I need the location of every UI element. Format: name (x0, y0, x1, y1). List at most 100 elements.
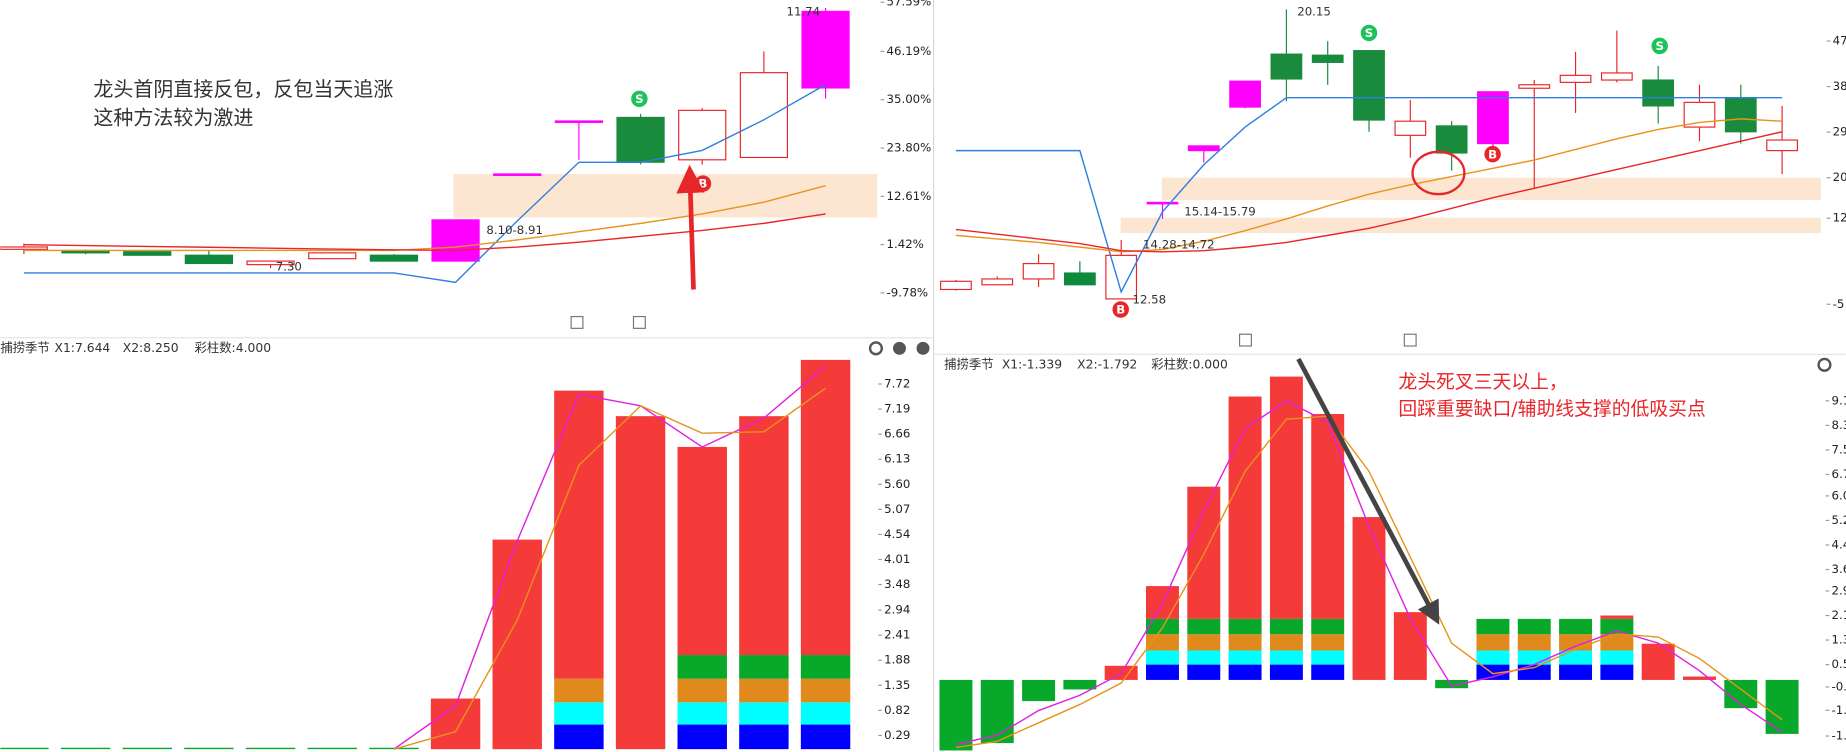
candle-body (1766, 139, 1798, 152)
candle-body (1229, 80, 1261, 108)
indicator-bar (1393, 612, 1427, 680)
candle-body (184, 254, 234, 265)
indicator-bar (1022, 679, 1056, 702)
indicator-bar (1683, 676, 1716, 680)
indicator-header: X1:-1.339 (1002, 357, 1062, 371)
candle-body (1435, 125, 1468, 154)
signal-label: S (1365, 26, 1373, 40)
indicator-header: X2:8.250 (123, 341, 179, 355)
indicator-bar (1063, 679, 1097, 690)
y-tick-label: 38 (1833, 79, 1846, 93)
indicator-bar (980, 679, 1014, 744)
support-zone (453, 173, 878, 218)
candle-body (554, 120, 604, 123)
y-tick-label: 0.5 (1832, 657, 1846, 671)
y-tick-label: 57.59% (887, 0, 932, 9)
y-tick-label: 2.41 (884, 628, 910, 642)
indicator-bar (739, 702, 789, 725)
indicator-bar (1352, 517, 1386, 680)
indicator-bar (739, 678, 789, 703)
indicator-bar (677, 446, 727, 656)
y-tick-label: 6.7 (1832, 467, 1846, 481)
indicator-bar (1269, 376, 1303, 619)
indicator-bar (1228, 650, 1262, 665)
indicator-line (393, 387, 826, 750)
indicator-bar (1311, 650, 1345, 665)
indicator-bar (1476, 634, 1510, 651)
candle-body (1600, 72, 1633, 81)
y-tick-label: 2.94 (884, 603, 910, 617)
candle-body (493, 173, 542, 176)
y-tick-label: 29 (1833, 125, 1846, 139)
indicator-bar (122, 747, 172, 750)
help-icon[interactable] (892, 341, 906, 355)
candle-body (1477, 91, 1509, 145)
y-tick-label: -5 (1833, 297, 1845, 311)
plot-area (940, 9, 1821, 300)
candle-body (1353, 50, 1385, 121)
y-tick-label: 9.1 (1832, 393, 1846, 407)
indicator-bar (800, 655, 851, 679)
event-icon (632, 315, 646, 329)
indicator-bar (739, 724, 789, 750)
candle-body (1559, 74, 1592, 83)
indicator-line (955, 415, 1783, 749)
y-tick-label: -0. (1832, 679, 1846, 693)
candle-body (1518, 84, 1551, 89)
price-label: 12.58 (1132, 293, 1166, 307)
candle-body (246, 260, 295, 266)
indicator-bar (1600, 650, 1634, 665)
support-zone (1120, 217, 1821, 234)
indicator-bar (307, 747, 357, 750)
indicator-bar (245, 747, 296, 750)
plot-area (0, 359, 851, 750)
indicator-bar (430, 698, 481, 750)
indicator-bar (1724, 679, 1758, 709)
indicator-bar (60, 747, 111, 750)
annotation: 龙头死叉三天以上， (1398, 371, 1567, 393)
y-tick-label: 1.88 (884, 653, 910, 667)
y-tick-label: 35.00% (887, 92, 932, 106)
indicator-bar (800, 678, 851, 703)
signal-badge (1484, 145, 1501, 163)
candle-body (123, 251, 172, 256)
y-tick-label: 3.48 (884, 577, 910, 591)
indicator-bar (1146, 650, 1179, 665)
y-tick-label: 6.0 (1832, 488, 1846, 502)
price-label: 7.30 (276, 260, 302, 274)
support-zone (1161, 177, 1821, 201)
signal-badge (631, 90, 648, 108)
signal-label: B (1488, 147, 1497, 161)
red-arrow (676, 164, 705, 290)
candle-body (1642, 79, 1675, 107)
y-tick-label: 6.13 (884, 452, 910, 466)
indicator-bar (1228, 664, 1262, 680)
chart-panel: 47 38 29 20 12 -5 20.15 15.14-15.79 14.28-14.72 1… (940, 4, 1846, 318)
indicator-bar (1269, 650, 1303, 665)
signal-badge (1112, 301, 1129, 318)
y-tick-label: 46.19% (887, 44, 932, 58)
indicator-bar (554, 390, 604, 679)
settings-icon[interactable] (868, 341, 883, 356)
close-icon[interactable] (916, 341, 930, 355)
indicator-line (955, 96, 1783, 294)
candle-body (431, 219, 480, 262)
settings-icon[interactable] (1817, 357, 1832, 372)
indicator-header: X1:7.644 (54, 341, 110, 355)
toolbar-icons[interactable] (868, 341, 1832, 372)
indicator-header: 捕捞季节 (0, 340, 49, 355)
indicator-bar (0, 747, 49, 750)
price-label: 15.14-15.79 (1184, 204, 1256, 218)
candle-body (1063, 272, 1096, 286)
indicator-bar (1187, 634, 1221, 651)
indicator-header: 捕捞季节 (944, 356, 993, 371)
indicator-bar (1600, 618, 1634, 635)
candle-body (616, 116, 665, 163)
chart-panel: 7.72 7.19 6.66 6.13 5.60 5.07 4.54 4.01 3.48 2.94… (0, 340, 910, 750)
indicator-bar (1600, 634, 1634, 651)
indicator-bar (1559, 664, 1593, 680)
y-tick-label: 20 (1833, 170, 1846, 184)
signal-label: B (698, 177, 707, 191)
y-tick-label: -1. (1832, 729, 1846, 743)
